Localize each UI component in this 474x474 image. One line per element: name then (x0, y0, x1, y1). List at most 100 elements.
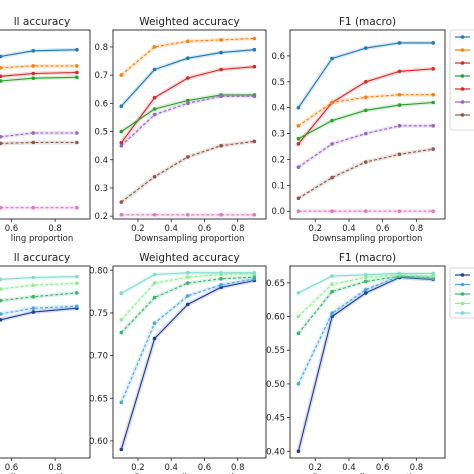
data-point (296, 124, 301, 128)
data-point (431, 147, 436, 151)
plot-frame (0, 29, 91, 220)
data-point (431, 41, 436, 45)
data-point (219, 285, 223, 290)
panel-title: ll accuracy (14, 16, 71, 28)
data-point (431, 209, 436, 213)
y-tick-label: 0.70 (89, 352, 108, 362)
data-point (431, 274, 436, 278)
data-point (152, 213, 157, 217)
x-tick-label: 0.8 (410, 224, 424, 234)
series-group (0, 47, 79, 210)
series-line (120, 140, 255, 203)
series-line (120, 278, 255, 403)
series-line (0, 292, 77, 302)
y-tick-label: 0.60 (89, 437, 108, 447)
series-line (0, 132, 77, 138)
data-point (0, 298, 3, 303)
x-tick-label: 0.8 (48, 463, 62, 473)
chart-panel-2: Weighted accuracy 0.2 0.4 0.6 0.8 0.2 0.3 0.4 0.… (94, 16, 267, 244)
chart-panel-3: F1 (macro) 0.2 0.4 0.6 0.8 0.0 0.1 0.2 0.3 0.4 0.5… (271, 16, 446, 244)
x-axis-label: Downsampling proportion (135, 234, 245, 244)
legend-frame (449, 29, 474, 131)
legend-marker (460, 48, 465, 52)
x-tick-label: 0.8 (231, 463, 245, 473)
data-point (330, 56, 334, 61)
data-point (31, 140, 36, 145)
data-point (296, 209, 301, 213)
x-axis-label: Downsampling proportion (313, 234, 423, 244)
legend-marker (460, 311, 465, 315)
data-point (397, 152, 402, 157)
data-point (186, 155, 190, 159)
data-point (31, 310, 36, 314)
data-point (252, 139, 257, 144)
data-point (252, 64, 257, 69)
series-band (296, 275, 434, 452)
data-point (75, 75, 79, 80)
data-point (330, 175, 334, 180)
data-point (152, 272, 157, 277)
series-line (120, 273, 255, 321)
data-point (364, 131, 368, 136)
data-point (219, 283, 223, 287)
y-tick-label: 0.65 (89, 394, 108, 404)
panel-title: ll accuracy (14, 252, 71, 264)
legend-marker (460, 113, 465, 117)
data-point (0, 205, 3, 210)
panel-title: F1 (macro) (339, 16, 396, 28)
data-point (31, 205, 36, 210)
y-tick-label: 0.65 (266, 279, 285, 289)
series-band (120, 139, 255, 204)
data-point (186, 302, 190, 307)
data-point (296, 331, 301, 336)
series-line (120, 276, 255, 333)
x-tick-label: 0.6 (198, 463, 212, 473)
y-tick-label: 0.40 (266, 447, 285, 457)
data-point (219, 67, 223, 72)
legend-marker (460, 74, 465, 78)
data-point (119, 104, 124, 108)
data-point (364, 160, 368, 164)
y-tick-label: 0.7 (94, 71, 108, 81)
legend-boxes (449, 29, 474, 319)
data-point (152, 295, 157, 300)
data-point (75, 70, 79, 75)
y-tick-label: 0.5 (271, 78, 285, 88)
data-point (330, 274, 334, 278)
data-point (152, 107, 157, 111)
data-point (431, 124, 436, 128)
data-point (364, 287, 368, 292)
data-point (31, 275, 36, 280)
data-point (0, 74, 3, 79)
data-point (31, 294, 36, 299)
data-point (397, 209, 402, 213)
y-tick-label: 0.75 (89, 309, 108, 319)
data-point (31, 76, 36, 80)
panel-title: F1 (macro) (339, 252, 396, 264)
series-group (296, 40, 436, 214)
data-point (219, 277, 223, 281)
data-point (152, 112, 157, 117)
data-point (296, 136, 301, 141)
data-point (0, 79, 3, 83)
data-point (31, 71, 36, 76)
series-group (119, 270, 257, 452)
plot-frame (0, 265, 91, 459)
data-point (431, 100, 436, 105)
data-point (75, 281, 79, 286)
data-point (252, 94, 257, 99)
data-point (119, 213, 124, 217)
data-point (186, 39, 190, 44)
data-point (75, 205, 79, 210)
data-point (364, 80, 368, 84)
data-point (0, 287, 3, 291)
panel-title: Weighted accuracy (139, 252, 239, 264)
data-point (397, 92, 402, 97)
data-point (186, 98, 190, 103)
data-point (31, 283, 36, 288)
data-point (397, 103, 402, 107)
data-point (296, 196, 301, 201)
y-tick-label: 0.8 (94, 43, 108, 53)
y-tick-label: 0.2 (94, 212, 108, 222)
